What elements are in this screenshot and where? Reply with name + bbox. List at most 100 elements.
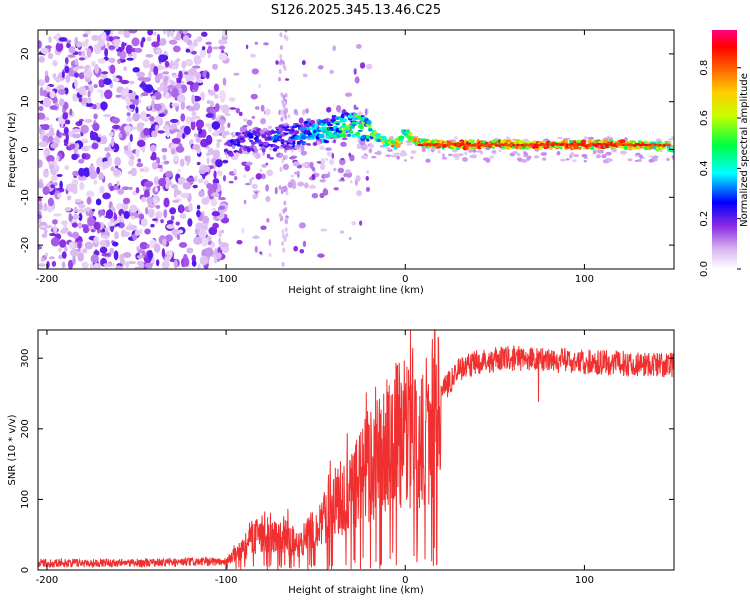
spectrogram-cell bbox=[115, 94, 122, 98]
spectrogram-cell bbox=[246, 146, 251, 149]
spectrogram-cell bbox=[340, 141, 347, 147]
spectrogram-cell bbox=[180, 100, 186, 111]
spectrogram-cell bbox=[351, 221, 356, 226]
spectrogram-cell bbox=[129, 91, 137, 100]
spectrogram-cell bbox=[225, 154, 230, 159]
snr-y-tick-label: 100 bbox=[20, 490, 31, 509]
spectrogram-cell bbox=[136, 71, 146, 78]
spectrogram-cell bbox=[162, 238, 167, 247]
spectrogram-cell bbox=[38, 40, 42, 49]
spectrogram-cell bbox=[395, 143, 401, 149]
spectrogram-cell bbox=[261, 173, 266, 180]
spectrogram-cell bbox=[182, 35, 189, 43]
spectrogram-cell bbox=[97, 209, 105, 216]
spectrogram-cell bbox=[560, 158, 566, 162]
spectrogram-cell bbox=[153, 243, 161, 253]
spectrogram-cell bbox=[156, 48, 161, 55]
spectrogram-cell bbox=[38, 203, 43, 211]
spectrogram-cell bbox=[485, 158, 491, 163]
spectrogram-cell bbox=[141, 147, 146, 153]
spectrogram-cell bbox=[278, 212, 282, 218]
spectrogram-cell bbox=[274, 186, 278, 195]
spectrogram-cell bbox=[537, 141, 542, 144]
spectrogram-cell bbox=[480, 146, 487, 149]
spectrogram-cell bbox=[138, 261, 145, 269]
spectrogram-cell bbox=[224, 113, 231, 116]
spectrogram-cell bbox=[212, 131, 219, 137]
spectrogram-cell bbox=[135, 95, 139, 100]
spectrogram-cell bbox=[74, 36, 79, 46]
spectrogram-cell bbox=[620, 150, 628, 155]
spectrogram-cell bbox=[260, 225, 267, 231]
spectrogram-cell bbox=[180, 192, 190, 199]
spectrogram-cell bbox=[122, 231, 131, 237]
spectrogram-cell bbox=[112, 117, 120, 124]
spectrogram-cell bbox=[63, 223, 67, 230]
spectrogram-cell bbox=[92, 122, 100, 132]
spectrogram-cell bbox=[353, 68, 357, 75]
spectrogram-cell bbox=[268, 253, 272, 258]
spectrogram-cell bbox=[184, 58, 194, 67]
spectrogram-cell bbox=[211, 211, 221, 217]
spectrogram-cell bbox=[386, 149, 394, 152]
spectrogram-cell bbox=[325, 157, 328, 161]
spectrogram-cell bbox=[212, 222, 219, 229]
spectrogram-cell bbox=[405, 140, 413, 143]
spectrogram-cell bbox=[381, 135, 387, 141]
spectrogram-cell bbox=[175, 82, 182, 89]
colorbar-gradient bbox=[712, 30, 737, 269]
spectrogram-cell bbox=[192, 82, 199, 91]
spectrogram-cell bbox=[153, 65, 159, 76]
spectrogram-cell bbox=[491, 150, 497, 153]
spectrogram-cell bbox=[666, 144, 671, 147]
spectrogram-cell bbox=[368, 148, 373, 154]
spectrogram-cell bbox=[125, 261, 130, 265]
spectrogram-cell bbox=[78, 158, 85, 164]
spectrogram-cell bbox=[285, 78, 290, 81]
spectrogram-cell bbox=[284, 227, 288, 233]
spectrogram-cell bbox=[222, 159, 229, 164]
spectrogram-cell bbox=[472, 148, 477, 153]
spectrogram-cell bbox=[138, 213, 145, 220]
spectrogram-cell bbox=[627, 158, 633, 162]
spectrogram-cell bbox=[235, 152, 240, 157]
spectrogram-cell bbox=[111, 36, 121, 40]
spectrogram-cell bbox=[425, 158, 431, 163]
spectrogram-cell bbox=[471, 139, 475, 143]
spectrogram-cell bbox=[320, 163, 326, 171]
spectrogram-cell bbox=[158, 177, 167, 187]
spectrogram-cell bbox=[244, 164, 251, 172]
spectrogram-cell bbox=[180, 113, 186, 122]
spectrogram-cell bbox=[95, 157, 105, 167]
spectrogram-cell bbox=[228, 180, 234, 184]
spectrogram-cell bbox=[58, 37, 68, 42]
spectrogram-cell bbox=[65, 39, 72, 44]
spectrogram-cell bbox=[90, 60, 96, 67]
spectrogram-cell bbox=[128, 186, 133, 191]
spectrogram-cell bbox=[151, 41, 160, 48]
spectrogram-cell bbox=[274, 126, 281, 130]
spectrogram-cell bbox=[64, 57, 69, 65]
spectrogram-cell bbox=[114, 265, 123, 269]
spectrogram-cell bbox=[185, 48, 191, 53]
spectrogram-cell bbox=[67, 54, 76, 58]
spectrogram-cell bbox=[87, 90, 91, 98]
spectrogram-cell bbox=[67, 231, 72, 236]
spectrogram-cell bbox=[314, 123, 319, 127]
spectrogram-cell bbox=[203, 165, 211, 173]
spectrogram-cell bbox=[464, 144, 469, 147]
spectrogram-cell bbox=[350, 180, 353, 184]
spectrogram-cell bbox=[251, 176, 255, 180]
snr-x-ticks: -200 -100 0 100 bbox=[36, 330, 594, 586]
spectrogram-cell bbox=[140, 218, 148, 227]
spectrogram-cell bbox=[139, 228, 143, 235]
spectrogram-cell bbox=[525, 146, 530, 150]
spectrogram-cell bbox=[145, 53, 154, 58]
spectrogram-cell bbox=[193, 133, 200, 138]
spectrogram-cell bbox=[265, 195, 271, 202]
spectrogram-cell bbox=[366, 119, 372, 125]
spectrogram-cell bbox=[109, 64, 116, 74]
spectrogram-cell bbox=[284, 92, 288, 98]
spectrogram-cell bbox=[88, 209, 93, 218]
spectrogram-cell bbox=[126, 116, 133, 123]
